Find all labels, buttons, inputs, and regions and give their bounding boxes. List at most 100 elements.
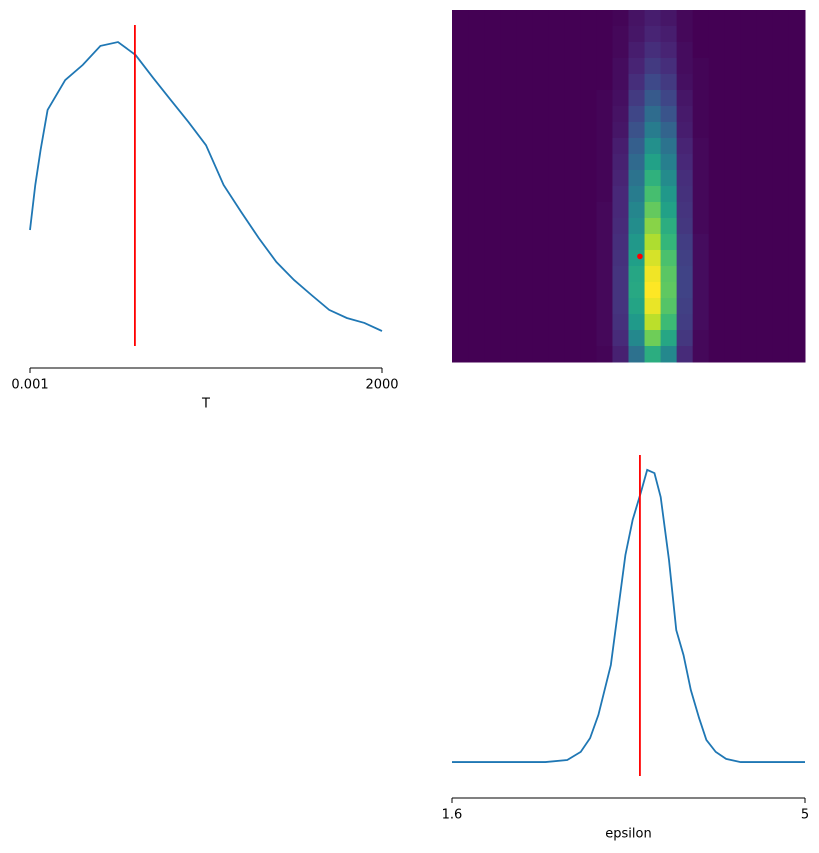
- heatmap-cell: [772, 250, 790, 267]
- heatmap-cell: [676, 90, 694, 107]
- heatmap-cell: [644, 138, 662, 155]
- heatmap-cell: [612, 234, 629, 251]
- heatmap-cell: [596, 26, 613, 43]
- heatmap-cell: [548, 74, 565, 91]
- heatmap-cell: [676, 26, 694, 43]
- heatmap-cell: [740, 346, 758, 363]
- heatmap-cell: [468, 10, 485, 27]
- heatmap-cell: [676, 42, 694, 59]
- heatmap-cell: [740, 234, 758, 251]
- heatmap-cell: [756, 106, 774, 123]
- heatmap-cell: [740, 74, 758, 91]
- heatmap-cell: [660, 90, 678, 107]
- heatmap-cell: [788, 234, 806, 251]
- heatmap-cell: [548, 250, 565, 267]
- heatmap-cell: [724, 106, 742, 123]
- heatmap-cell: [724, 202, 742, 219]
- heatmap-cell: [676, 250, 694, 267]
- heatmap-cell: [612, 186, 629, 203]
- heatmap-cell: [692, 138, 710, 155]
- heatmap-cell: [516, 122, 533, 139]
- heatmap-cell: [772, 266, 790, 283]
- heatmap-cell: [500, 26, 517, 43]
- heatmap-cell: [740, 266, 758, 283]
- heatmap-cell: [676, 298, 694, 315]
- heatmap-cell: [468, 122, 485, 139]
- heatmap-cell: [516, 90, 533, 107]
- heatmap-cell: [516, 26, 533, 43]
- heatmap-cell: [644, 234, 662, 251]
- heatmap-cell: [788, 202, 806, 219]
- heatmap-cell: [788, 266, 806, 283]
- heatmap-cell: [628, 26, 646, 43]
- heatmap-cell: [788, 26, 806, 43]
- heatmap-cell: [756, 314, 774, 331]
- heatmap-cell: [468, 170, 485, 187]
- heatmap-cell: [740, 10, 758, 27]
- heatmap-cell: [580, 170, 597, 187]
- heatmap-cell: [548, 42, 565, 59]
- heatmap-cell: [516, 202, 533, 219]
- heatmap-cell: [644, 298, 662, 315]
- heatmap-cell: [692, 202, 710, 219]
- heatmap-cell: [532, 282, 549, 299]
- heatmap-cell: [756, 266, 774, 283]
- heatmap-cell: [580, 154, 597, 171]
- heatmap-cell: [596, 186, 613, 203]
- heatmap-cell: [740, 218, 758, 235]
- heatmap-cell: [468, 298, 485, 315]
- heatmap-cell: [788, 170, 806, 187]
- heatmap-cell: [740, 154, 758, 171]
- heatmap-cell: [484, 266, 501, 283]
- heatmap-cell: [484, 122, 501, 139]
- heatmap-cell: [740, 186, 758, 203]
- heatmap-cell: [724, 282, 742, 299]
- heatmap-cell: [468, 282, 485, 299]
- heatmap-cell: [660, 74, 678, 91]
- heatmap-cell: [516, 314, 533, 331]
- heatmap-cell: [644, 186, 662, 203]
- heatmap-cell: [452, 10, 469, 27]
- heatmap-cell: [676, 282, 694, 299]
- heatmap-cell: [580, 266, 597, 283]
- heatmap-cell: [500, 298, 517, 315]
- heatmap-cell: [628, 170, 646, 187]
- heatmap-cell: [644, 282, 662, 299]
- heatmap-cell: [740, 298, 758, 315]
- x-tick-label: 0.001: [11, 378, 48, 393]
- heatmap-cell: [724, 218, 742, 235]
- heatmap-cell: [772, 74, 790, 91]
- heatmap-cell: [772, 138, 790, 155]
- heatmap-cell: [452, 250, 469, 267]
- heatmap-cell: [692, 74, 710, 91]
- heatmap-cell: [516, 346, 533, 363]
- heatmap-cell: [676, 266, 694, 283]
- heatmap-cell: [580, 58, 597, 75]
- density-curve: [452, 468, 805, 763]
- heatmap-cell: [532, 218, 549, 235]
- heatmap-cell: [628, 282, 646, 299]
- heatmap-cell: [740, 138, 758, 155]
- heatmap-cell: [564, 10, 581, 27]
- heatmap-cell: [660, 346, 678, 363]
- heatmap-cell: [516, 330, 533, 347]
- heatmap-cell: [788, 346, 806, 363]
- heatmap-cell: [468, 154, 485, 171]
- heatmap-cell: [644, 170, 662, 187]
- heatmap-cell: [516, 218, 533, 235]
- heatmap-cell: [628, 346, 646, 363]
- heatmap-cell: [788, 10, 806, 27]
- heatmap-cell: [692, 298, 710, 315]
- heatmap-cell: [580, 122, 597, 139]
- heatmap-cell: [564, 138, 581, 155]
- heatmap-cell: [580, 202, 597, 219]
- heatmap-cell: [676, 314, 694, 331]
- heatmap-cell: [580, 218, 597, 235]
- heatmap-cell: [692, 282, 710, 299]
- heatmap-cell: [468, 42, 485, 59]
- heatmap-cell: [660, 234, 678, 251]
- heatmap-cell: [500, 186, 517, 203]
- heatmap-cell: [660, 106, 678, 123]
- heatmap-cell: [676, 202, 694, 219]
- heatmap-cell: [756, 186, 774, 203]
